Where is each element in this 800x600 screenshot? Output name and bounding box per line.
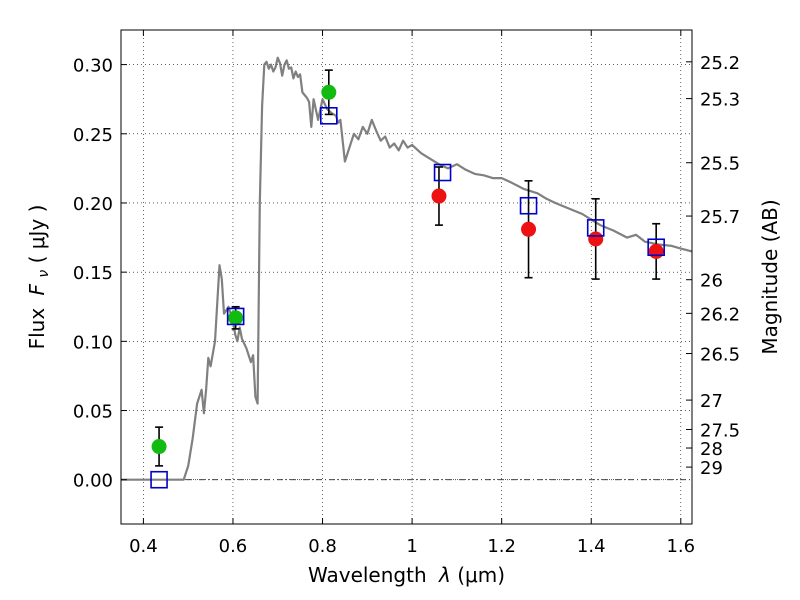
right-tick-label: 26.5: [700, 345, 740, 366]
right-tick-label: 25.5: [700, 154, 740, 175]
data-point: [648, 243, 664, 259]
model-photometry-square: [226, 307, 245, 326]
x-tick-label: 1.6: [666, 536, 695, 557]
right-tick-label: 25.3: [700, 90, 740, 111]
right-tick-label: 26: [700, 271, 723, 292]
right-tick-label: 25.2: [700, 53, 740, 74]
x-axis-label: Wavelength λ (μm): [308, 563, 505, 587]
model-photometry-square: [433, 163, 452, 182]
y-axis-label: Flux F ν ( μJy ): [25, 205, 53, 350]
right-tick-label: 29: [700, 458, 723, 479]
data-point: [321, 84, 337, 100]
data-point: [431, 188, 447, 204]
axis-ticks: 0.4 0.6 0.8 1 1.2 1.4 1.6 0.00 0.05 0.10 0.15 0.20 0…: [73, 30, 740, 557]
model-photometry-square: [319, 106, 338, 125]
right-tick-label: 26.2: [700, 304, 740, 325]
right-tick-label: 27.5: [700, 420, 740, 441]
x-tick-label: 1.4: [577, 536, 606, 557]
data-point: [588, 231, 604, 247]
y-tick-label: 0.20: [73, 194, 113, 215]
model-sed-line: [121, 56, 693, 481]
model-photometry-square: [519, 196, 538, 215]
data-point: [151, 439, 167, 455]
data-series: [121, 56, 693, 489]
x-tick-label: 1.2: [487, 536, 516, 557]
right-tick-label: 27: [700, 391, 723, 412]
model-photometry-square: [586, 219, 605, 237]
data-point: [228, 310, 244, 326]
y-tick-label: 0.10: [73, 332, 113, 353]
x-tick-label: 0.4: [129, 536, 158, 557]
right-axis-label: Magnitude (AB): [758, 199, 782, 354]
x-tick-label: 0.6: [219, 536, 248, 557]
y-tick-label: 0.00: [73, 471, 113, 492]
y-tick-label: 0.30: [73, 56, 113, 77]
plot-frame: [120, 29, 693, 525]
y-tick-label: 0.25: [73, 125, 113, 146]
x-tick-label: 1: [406, 536, 417, 557]
y-tick-label: 0.05: [73, 402, 113, 423]
y-tick-label: 0.15: [73, 263, 113, 284]
model-photometry-square: [647, 238, 665, 257]
x-tick-label: 0.8: [308, 536, 337, 557]
right-tick-label: 28: [700, 439, 723, 460]
model-photometry-square: [150, 470, 168, 489]
right-tick-label: 25.7: [700, 207, 740, 228]
data-point: [521, 221, 537, 237]
